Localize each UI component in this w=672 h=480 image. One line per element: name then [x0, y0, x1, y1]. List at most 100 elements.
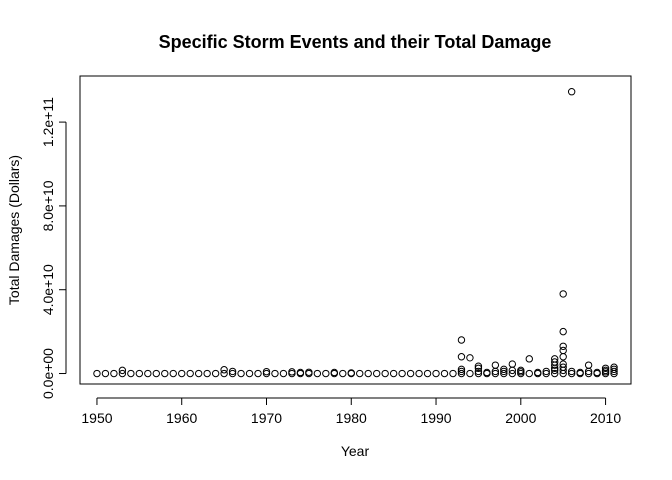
data-point	[127, 369, 135, 378]
y-tick-label: 0.0e+00	[40, 348, 56, 399]
x-axis: 1950 1960 1970 1980 1990 2000 2010	[81, 397, 621, 426]
y-tick-label: 4.0e+10	[40, 264, 56, 315]
data-point	[517, 368, 525, 376]
data-point	[567, 88, 576, 96]
x-tick-label: 2000	[505, 410, 536, 426]
data-point	[551, 361, 559, 369]
data-point	[211, 369, 220, 378]
data-point	[474, 362, 483, 370]
data-point	[601, 364, 610, 372]
data-point	[525, 355, 533, 363]
data-point	[305, 368, 313, 376]
data-point	[364, 369, 372, 378]
data-point	[559, 327, 567, 336]
data-point	[381, 369, 389, 378]
x-tick-label: 1970	[251, 410, 282, 426]
plot-frame	[79, 75, 632, 385]
data-point	[228, 367, 237, 376]
data-points	[93, 88, 618, 378]
data-point	[500, 369, 508, 378]
data-point	[542, 367, 550, 376]
y-axis-label: Total Damages (Dollars)	[6, 155, 22, 305]
data-point	[576, 368, 584, 377]
data-point	[101, 369, 110, 378]
data-point	[161, 369, 169, 378]
data-point	[551, 364, 559, 372]
data-point	[203, 369, 211, 378]
data-point	[440, 369, 449, 378]
data-point	[559, 290, 567, 298]
data-point	[508, 369, 517, 378]
data-point	[178, 369, 186, 378]
data-point	[271, 369, 279, 378]
data-point	[186, 369, 194, 378]
data-point	[135, 369, 144, 378]
data-point	[457, 367, 466, 376]
x-tick-label: 2010	[590, 410, 621, 426]
x-axis-label: Year	[341, 443, 370, 459]
data-point	[389, 369, 398, 378]
x-tick-label: 1980	[336, 410, 367, 426]
data-point	[118, 369, 127, 378]
data-point	[262, 367, 271, 376]
data-point	[347, 369, 355, 377]
data-point	[330, 368, 339, 377]
data-point	[559, 369, 567, 378]
data-point	[567, 369, 576, 378]
x-tick-label: 1990	[420, 410, 451, 426]
data-point	[542, 369, 550, 378]
data-point	[220, 366, 228, 374]
data-point	[262, 369, 271, 378]
y-tick-label: 1.2e+11	[40, 97, 56, 147]
data-point	[245, 369, 254, 378]
data-point	[559, 342, 567, 350]
data-point	[500, 367, 508, 376]
data-point	[169, 369, 177, 378]
data-point	[491, 361, 500, 369]
data-point	[551, 369, 559, 378]
data-point	[254, 369, 262, 378]
y-tick-label: 8.0e+10	[40, 180, 56, 231]
data-point	[449, 369, 457, 378]
data-point	[296, 368, 305, 377]
data-point	[322, 369, 330, 378]
data-point	[423, 369, 432, 378]
data-point	[491, 369, 500, 378]
data-point	[356, 369, 364, 378]
data-point	[372, 369, 381, 378]
data-point	[525, 369, 533, 378]
data-point	[152, 369, 160, 378]
chart-title: Specific Storm Events and their Total Da…	[159, 32, 552, 52]
data-point	[474, 369, 483, 378]
data-point	[457, 336, 466, 344]
data-point	[432, 369, 440, 378]
data-point	[559, 353, 567, 361]
data-point	[610, 363, 618, 371]
data-point	[491, 367, 500, 376]
data-point	[466, 354, 474, 362]
data-point	[567, 367, 576, 376]
data-point	[500, 365, 508, 374]
data-point	[601, 368, 610, 376]
data-point	[288, 368, 296, 376]
data-point	[551, 366, 559, 375]
data-point	[194, 369, 203, 378]
data-point	[584, 369, 593, 378]
data-point	[610, 365, 618, 374]
data-point	[593, 368, 601, 377]
data-point	[398, 369, 406, 378]
x-tick-label: 1960	[166, 410, 197, 426]
data-point	[474, 364, 483, 372]
data-point	[508, 366, 517, 375]
data-point	[93, 369, 101, 378]
data-point	[559, 346, 567, 355]
data-point	[110, 369, 118, 378]
data-point	[457, 369, 466, 378]
data-point	[508, 360, 517, 368]
data-point	[144, 369, 152, 378]
data-point	[457, 353, 466, 361]
data-point	[483, 368, 491, 377]
data-point	[228, 369, 237, 378]
x-tick-label: 1950	[81, 410, 112, 426]
